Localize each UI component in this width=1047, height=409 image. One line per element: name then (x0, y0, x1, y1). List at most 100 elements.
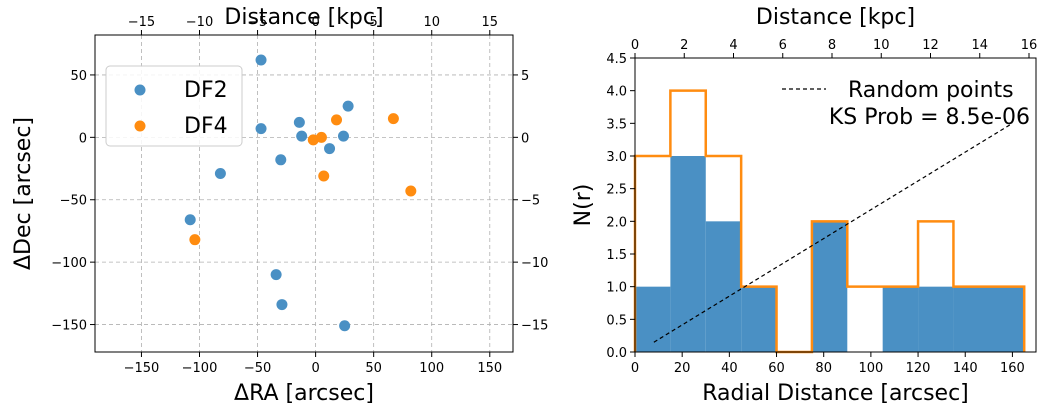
scatter-y-axis-label: ΔDec [arcsec] (11, 117, 36, 270)
x-tick-label: 80 (815, 361, 832, 376)
right-tick-label: −10 (521, 256, 548, 271)
data-point-df4 (331, 114, 343, 126)
data-point-df4 (189, 234, 201, 246)
top-tick-label: 10 (423, 15, 440, 30)
scatter-x-ticks: −150 −100 −50 0 50 100 150 (124, 352, 502, 376)
data-point-df2 (276, 299, 288, 311)
histogram-x-ticks: 0 20 40 60 80 100 120 140 160 (631, 352, 1025, 376)
top-tick-label: 10 (873, 38, 890, 53)
y-tick-label: 4.5 (606, 52, 627, 67)
top-tick-label: 4 (729, 38, 737, 53)
histogram-x-axis-label: Radial Distance [arcsec] (702, 381, 969, 406)
legend-label-df2: DF2 (184, 78, 228, 103)
legend-marker-df2 (134, 84, 146, 96)
y-tick-label: −100 (51, 256, 87, 271)
y-tick-label: 1.0 (606, 281, 627, 296)
top-tick-label: −5 (248, 15, 267, 30)
data-point-df2 (296, 130, 308, 142)
data-point-df4 (315, 131, 327, 143)
x-tick-label: −150 (124, 361, 160, 376)
data-point-df2 (324, 143, 336, 155)
top-tick-label: 0 (631, 38, 639, 53)
data-point-df2 (339, 320, 351, 332)
x-tick-label: 100 (419, 361, 444, 376)
histogram-top-ticks: 0 2 4 6 8 10 12 14 16 (631, 38, 1037, 58)
y-tick-label: −150 (51, 319, 87, 334)
data-point-df4 (318, 170, 330, 182)
scatter-y-ticks: −150 −100 −50 0 50 (51, 69, 95, 334)
legend-label-df4: DF4 (184, 114, 228, 139)
data-point-df4 (387, 113, 399, 125)
random-points-legend-label: Random points (848, 78, 1014, 103)
x-tick-label: 0 (311, 361, 319, 376)
histogram-bar-df2 (918, 286, 954, 352)
x-tick-label: 140 (953, 361, 978, 376)
data-point-df2 (275, 154, 287, 166)
scatter-frame (94, 34, 514, 353)
scatter-right-ticks: −15 −10 −5 0 5 (513, 69, 548, 334)
y-tick-label: 0.0 (606, 346, 627, 361)
random-points-line (653, 122, 1013, 343)
histogram-y-ticks: 0.0 0.5 1.0 1.5 2.0 2.5 3.0 3.5 4.0 4.5 (606, 52, 635, 361)
x-tick-label: −100 (182, 361, 218, 376)
top-tick-label: 6 (779, 38, 787, 53)
top-tick-label: 15 (482, 15, 499, 30)
histogram-bars (635, 156, 1025, 352)
x-tick-label: 150 (477, 361, 502, 376)
y-tick-label: 0 (79, 131, 87, 146)
top-tick-label: 5 (370, 15, 378, 30)
x-tick-label: −50 (244, 361, 271, 376)
right-tick-label: −5 (521, 194, 540, 209)
top-tick-label: −10 (186, 15, 213, 30)
data-point-df2 (184, 214, 196, 226)
x-tick-label: 50 (365, 361, 382, 376)
data-point-df2 (255, 54, 267, 66)
histogram-bar-df2 (953, 286, 1025, 352)
top-tick-label: 2 (680, 38, 688, 53)
right-tick-label: 5 (521, 69, 529, 84)
histogram-panel: 0 20 40 60 80 100 120 140 160 0.00.51.01.52.02.5… (571, 5, 1037, 406)
histogram-bar-df2 (741, 286, 777, 352)
scatter-points (184, 54, 417, 332)
top-tick-label: 8 (828, 38, 836, 53)
scatter-legend: DF2 DF4 (105, 65, 243, 147)
data-point-df2 (214, 168, 226, 180)
histogram-bar-df2 (670, 156, 706, 352)
data-point-df2 (293, 116, 305, 128)
top-tick-label: 12 (922, 38, 939, 53)
ks-probability-annotation: KS Prob = 8.5e-06 (829, 105, 1030, 130)
scatter-top-axis-label: Distance [kpc] (224, 5, 383, 30)
histogram-frame (634, 57, 1037, 353)
top-tick-label: 0 (311, 15, 319, 30)
y-tick-label: 0.5 (606, 313, 627, 328)
scatter-top-ticks: −15 −10 −5 0 5 10 15 (128, 15, 498, 35)
x-tick-label: 160 (1000, 361, 1025, 376)
y-tick-label: 3.0 (606, 150, 627, 165)
data-point-df2 (270, 269, 282, 281)
x-tick-label: 60 (768, 361, 785, 376)
histogram-bar-df2 (635, 286, 671, 352)
histogram-y-axis-label: N(r) (571, 184, 596, 227)
scatter-x-axis-label: ΔRA [arcsec] (234, 381, 374, 406)
x-tick-label: 40 (721, 361, 738, 376)
y-tick-label: −50 (60, 194, 87, 209)
top-tick-label: 16 (1021, 38, 1038, 53)
y-tick-label: 4.0 (606, 85, 627, 100)
data-point-df2 (255, 123, 267, 135)
histogram-top-axis-label: Distance [kpc] (756, 5, 915, 30)
x-tick-label: 20 (674, 361, 691, 376)
y-tick-label: 3.5 (606, 117, 627, 132)
y-tick-label: 2.5 (606, 183, 627, 198)
histogram-bar-df2 (811, 221, 848, 352)
top-tick-label: −15 (128, 15, 155, 30)
histogram-bar-df2 (705, 221, 742, 352)
legend-marker-df4 (134, 120, 146, 132)
right-tick-label: 0 (521, 131, 529, 146)
top-tick-label: 14 (971, 38, 988, 53)
y-tick-label: 1.5 (606, 248, 627, 263)
y-tick-label: 50 (70, 69, 87, 84)
histogram-bar-df2 (882, 286, 919, 352)
x-tick-label: 100 (858, 361, 883, 376)
right-tick-label: −15 (521, 319, 548, 334)
